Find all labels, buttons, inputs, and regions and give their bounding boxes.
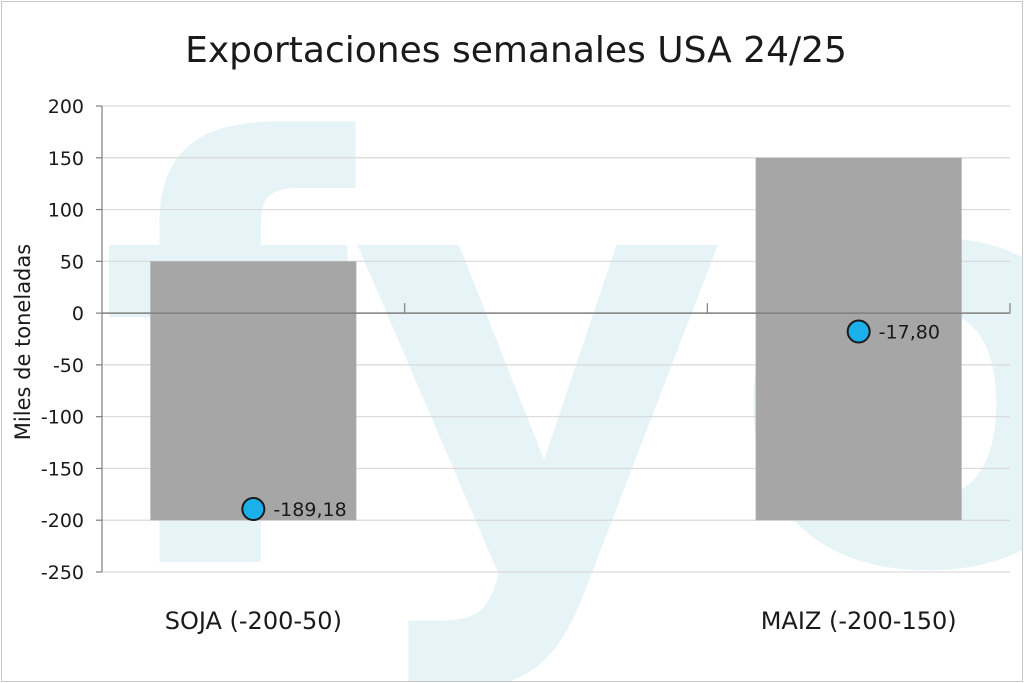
y-tick-label: -50: [53, 355, 84, 377]
data-point: [241, 497, 266, 522]
y-tick-label: -100: [41, 407, 84, 429]
data-label: -17,80: [879, 322, 940, 344]
y-tick-label: -200: [41, 510, 84, 532]
category-label: MAIZ (-200-150): [761, 607, 957, 635]
y-tick-label: 50: [60, 251, 84, 273]
data-point: [846, 319, 871, 344]
y-tick-label: -150: [41, 458, 84, 480]
chart-title: Exportaciones semanales USA 24/25: [185, 30, 847, 71]
category-label: SOJA (-200-50): [165, 607, 342, 635]
y-tick-label: 150: [48, 148, 84, 170]
data-label: -189,18: [273, 499, 346, 521]
range-bar: [150, 261, 357, 521]
y-tick-label: 100: [48, 200, 84, 222]
y-tick-label: -250: [41, 562, 84, 584]
data-points: [241, 319, 871, 522]
y-tick-label: 200: [48, 96, 84, 118]
y-axis-label: Miles de toneladas: [11, 244, 35, 440]
axes: [96, 105, 1011, 573]
y-tick-label: 0: [72, 303, 84, 325]
labels: 200 150 100 50 0 -50 -100 -150 -200 -250 SOJA (-20…: [41, 96, 957, 635]
